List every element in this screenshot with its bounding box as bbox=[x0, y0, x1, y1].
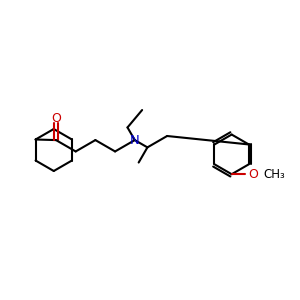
Text: N: N bbox=[130, 134, 140, 147]
Text: O: O bbox=[51, 112, 61, 125]
Text: O: O bbox=[248, 168, 258, 181]
Text: CH₃: CH₃ bbox=[263, 168, 285, 181]
